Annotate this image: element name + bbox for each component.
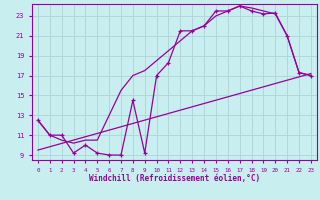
X-axis label: Windchill (Refroidissement éolien,°C): Windchill (Refroidissement éolien,°C) [89,174,260,183]
